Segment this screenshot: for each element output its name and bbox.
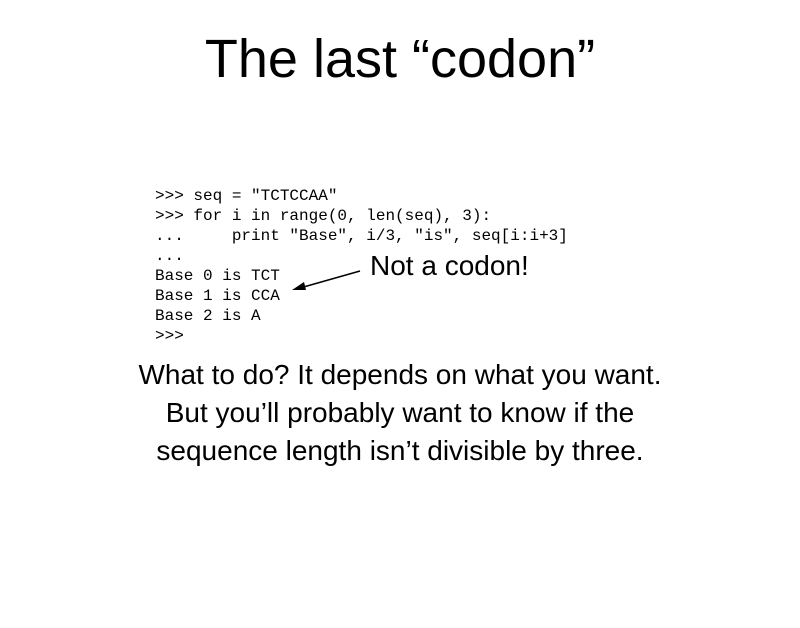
code-line: >>> for i in range(0, len(seq), 3): <box>155 207 491 225</box>
annotation-text: Not a codon! <box>370 250 529 282</box>
code-line: Base 1 is CCA <box>155 287 280 305</box>
page-title: The last “codon” <box>0 28 800 90</box>
footer-line: But you’ll probably want to know if the <box>60 394 740 432</box>
code-line: >>> seq = "TCTCCAA" <box>155 187 337 205</box>
code-line: >>> <box>155 327 193 345</box>
code-line: ... print "Base", i/3, "is", seq[i:i+3] <box>155 227 568 245</box>
code-line: ... <box>155 247 193 265</box>
footer-line: sequence length isn’t divisible by three… <box>60 432 740 470</box>
footer-text: What to do? It depends on what you want.… <box>0 356 800 469</box>
footer-line: What to do? It depends on what you want. <box>60 356 740 394</box>
code-line: Base 2 is A <box>155 307 261 325</box>
arrow-icon <box>290 266 365 296</box>
code-line: Base 0 is TCT <box>155 267 280 285</box>
